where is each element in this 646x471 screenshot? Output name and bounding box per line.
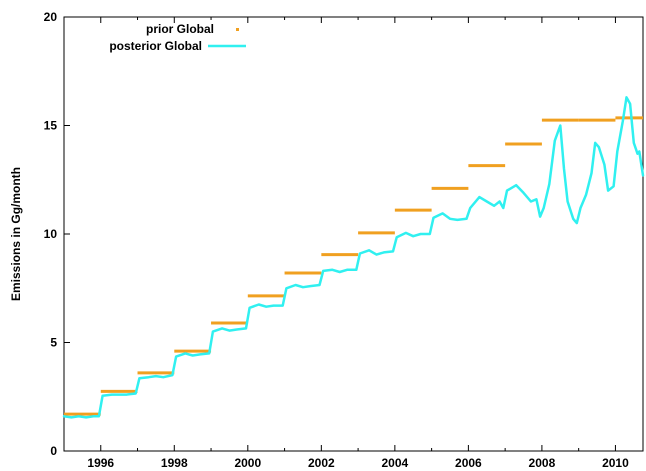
legend-label-posterior-global: posterior Global [109,39,202,53]
plot-frame [63,16,644,452]
x-tick-label-2008: 2008 [529,456,556,470]
legend: prior Global posterior Global [109,22,214,53]
legend-swatch-prior-global [236,28,239,31]
y-tick-label-20: 20 [44,10,58,24]
x-tick-label-2000: 2000 [234,456,261,470]
legend-label-prior-global: prior Global [146,22,214,36]
y-tick-label-0: 0 [50,444,57,458]
x-tick-label-2002: 2002 [308,456,335,470]
x-tick-label-2004: 2004 [382,456,409,470]
plot-area: 0 5 10 15 20 1996 1998 2000 2002 2004 2006 2008 2010 [44,10,645,470]
x-tick-label-1998: 1998 [161,456,188,470]
posterior-line [62,96,645,419]
y-axis-title: Emissions in Gg/month [9,167,23,301]
y-tick-label-10: 10 [44,227,58,241]
x-tick-label-2010: 2010 [602,456,629,470]
x-tick-label-1996: 1996 [87,456,114,470]
y-tick-label-5: 5 [50,336,57,350]
x-tick-label-2006: 2006 [455,456,482,470]
y-tick-label-15: 15 [44,119,58,133]
